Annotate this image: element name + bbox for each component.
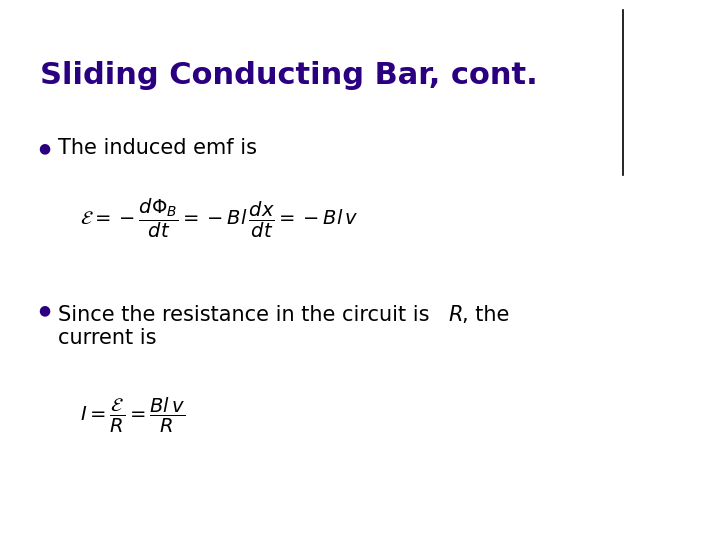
Text: $\mathcal{E} = -\dfrac{d\Phi_B}{dt} = -Bl\,\dfrac{dx}{dt} = -Bl\,v$: $\mathcal{E} = -\dfrac{d\Phi_B}{dt} = -B… bbox=[80, 197, 359, 240]
Text: ●: ● bbox=[38, 303, 50, 317]
Text: , the: , the bbox=[462, 305, 509, 325]
Text: $R$: $R$ bbox=[448, 305, 462, 325]
Text: $I = \dfrac{\mathcal{E}}{R} = \dfrac{Bl\,v}{R}$: $I = \dfrac{\mathcal{E}}{R} = \dfrac{Bl\… bbox=[80, 395, 185, 435]
Text: current is: current is bbox=[58, 328, 156, 348]
Text: ●: ● bbox=[38, 141, 50, 155]
Text: Sliding Conducting Bar, cont.: Sliding Conducting Bar, cont. bbox=[40, 60, 538, 90]
Text: Since the resistance in the circuit is: Since the resistance in the circuit is bbox=[58, 305, 436, 325]
Text: The induced emf is: The induced emf is bbox=[58, 138, 257, 158]
